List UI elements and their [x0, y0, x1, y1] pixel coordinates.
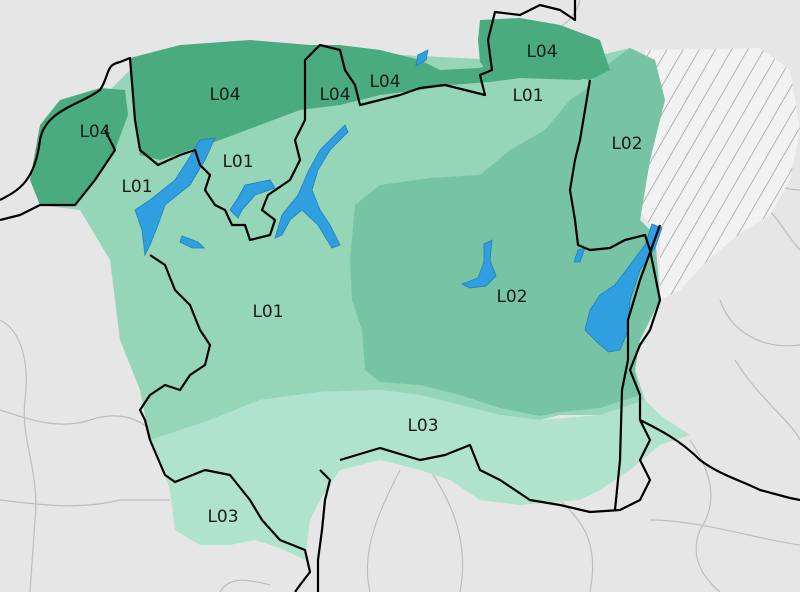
zone-label-l02-east: L02	[611, 134, 642, 154]
lake-iseo	[461, 239, 497, 289]
zone-label-l04-nw: L04	[79, 122, 110, 142]
zone-L04-area-north	[130, 40, 600, 160]
zone-L04-area-ne	[478, 18, 610, 80]
lake-small-2	[415, 49, 429, 67]
zone-label-l03-south: L03	[407, 416, 438, 436]
lake-maggiore	[134, 137, 216, 257]
zone-label-l04-north: L04	[209, 85, 240, 105]
lake-small-3	[573, 247, 586, 263]
zone-label-l04-center: L04	[319, 85, 350, 105]
zone-label-l03-sw: L03	[207, 507, 238, 527]
lake-como	[274, 124, 349, 249]
zone-L03-area	[150, 390, 690, 560]
zone-label-l04-ne: L04	[526, 42, 557, 62]
lakes	[134, 49, 663, 353]
zone-label-l04-lake: L04	[369, 72, 400, 92]
zone-labels: L04 L04 L04 L04 L04 L01 L01 L01 L01 L02 …	[79, 42, 642, 527]
zone-label-l01-lakes: L01	[222, 152, 253, 172]
zone-label-l01-ne: L01	[512, 86, 543, 106]
zone-label-l01-west: L01	[121, 177, 152, 197]
zone-label-l02-center: L02	[496, 287, 527, 307]
hatched-area	[635, 48, 800, 300]
zone-label-l01-main: L01	[252, 302, 283, 322]
lake-small-1	[179, 235, 205, 249]
lake-lugano	[229, 179, 276, 219]
